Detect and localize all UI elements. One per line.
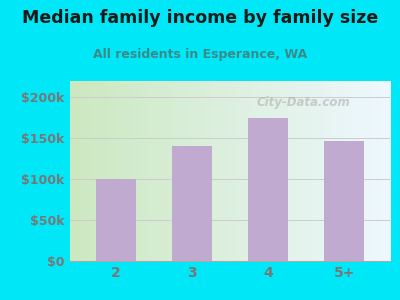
Text: All residents in Esperance, WA: All residents in Esperance, WA [93,48,307,61]
Bar [172,146,212,261]
Text: Median family income by family size: Median family income by family size [22,9,378,27]
Text: City-Data.com: City-Data.com [257,96,350,109]
Bar [96,179,136,261]
Bar [248,118,288,261]
Bar [324,141,364,261]
